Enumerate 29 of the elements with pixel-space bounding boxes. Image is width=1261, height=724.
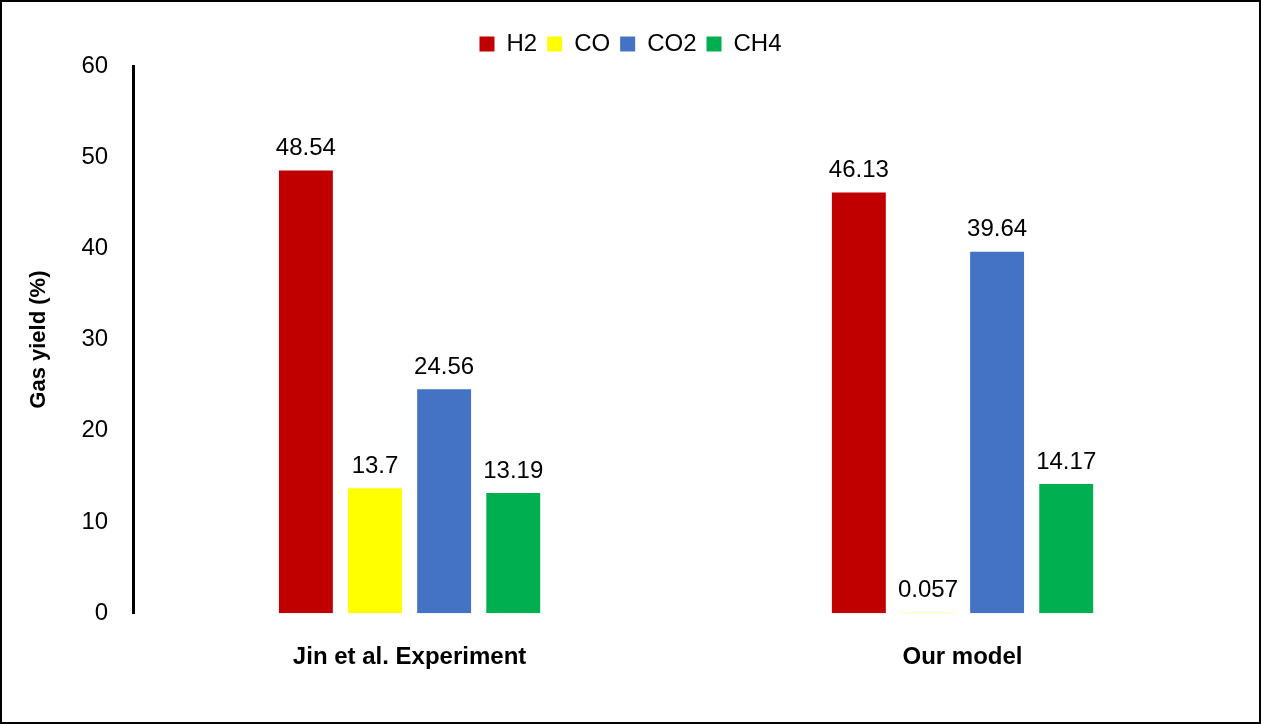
bar bbox=[417, 389, 472, 614]
data-label: 13.19 bbox=[483, 455, 544, 483]
y-tick-label: 40 bbox=[81, 233, 109, 261]
data-label: 39.64 bbox=[967, 214, 1028, 242]
data-label: 48.54 bbox=[275, 133, 336, 161]
bar bbox=[831, 192, 886, 614]
y-tick-label: 30 bbox=[81, 324, 109, 352]
bar bbox=[1039, 483, 1094, 614]
legend-label: CO2 bbox=[647, 28, 697, 56]
y-tick-label: 50 bbox=[81, 141, 109, 169]
y-tick-label: 60 bbox=[81, 50, 109, 78]
bar bbox=[278, 170, 333, 614]
data-label: 24.56 bbox=[414, 351, 475, 379]
data-label: 13.7 bbox=[351, 450, 399, 478]
x-tick-label: Jin et al. Experiment bbox=[292, 642, 527, 670]
x-tick-label: Our model bbox=[902, 642, 1023, 670]
bar bbox=[348, 488, 402, 614]
legend-label: CO bbox=[574, 28, 611, 56]
y-tick-label: 10 bbox=[81, 506, 109, 534]
y-axis-title: Gas yield (%) bbox=[25, 270, 51, 409]
bar bbox=[970, 251, 1025, 614]
y-tick-label: 20 bbox=[81, 415, 109, 443]
bar bbox=[486, 492, 541, 614]
legend-label: CH4 bbox=[733, 28, 782, 56]
data-label: 14.17 bbox=[1036, 446, 1097, 474]
y-tick-label: 0 bbox=[94, 597, 109, 625]
data-label: 0.057 bbox=[897, 575, 958, 603]
data-label: 46.13 bbox=[828, 155, 889, 183]
legend-label: H2 bbox=[506, 28, 538, 56]
